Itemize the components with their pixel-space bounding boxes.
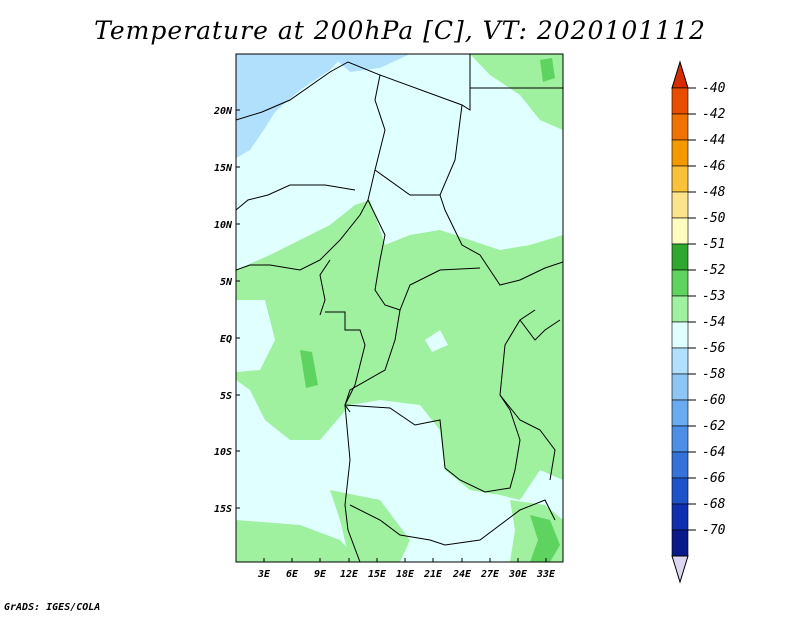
lat-label: 10N xyxy=(214,220,233,231)
field-pocket-center xyxy=(425,330,448,352)
colorbar-swatch xyxy=(671,191,689,219)
lon-label: 6E xyxy=(286,569,299,580)
temperature-field xyxy=(236,54,563,562)
latitude-ticks xyxy=(236,109,240,509)
colorbar-swatch xyxy=(671,113,689,141)
border-line xyxy=(349,499,556,546)
field-green-south xyxy=(330,490,410,562)
longitude-axis: 3E 6E 9E 12E 15E 18E 21E 24E 27E 30E 33E xyxy=(257,569,556,580)
colorbar-swatch xyxy=(671,503,689,531)
border-line xyxy=(379,54,471,111)
field-darkgreen-southeast xyxy=(530,515,560,562)
colorbar-label: -48 xyxy=(702,185,726,200)
lat-label: 20N xyxy=(213,106,233,117)
colorbar-swatch xyxy=(671,425,689,453)
colorbar-label: -51 xyxy=(702,237,725,252)
border-line xyxy=(499,394,556,481)
colorbar-swatch xyxy=(671,347,689,375)
field-darkgreen-west xyxy=(300,350,318,388)
lat-label: EQ xyxy=(220,334,232,345)
border-line xyxy=(439,104,563,286)
lat-label: 5N xyxy=(220,277,233,288)
lon-label: 3E xyxy=(257,569,271,580)
field-blue-northwest xyxy=(236,54,345,158)
colorbar-label: -58 xyxy=(702,367,726,382)
colorbar-swatch xyxy=(671,477,689,505)
border-line xyxy=(319,259,331,316)
colorbar-label: -53 xyxy=(702,289,725,304)
colorbar-label: -50 xyxy=(702,211,726,226)
colorbar-label: -64 xyxy=(702,445,725,460)
footer-credit: GrADS: IGES/COLA xyxy=(4,602,101,613)
colorbar-swatch xyxy=(671,243,689,271)
colorbar-label: -60 xyxy=(702,393,726,408)
latitude-axis: 20N 15N 10N 5N EQ 5S 10S 15S xyxy=(213,106,233,515)
lon-label: 18E xyxy=(396,569,415,580)
field-darkgreen-northeast xyxy=(540,58,555,82)
lon-label: 21E xyxy=(423,569,443,580)
field-green-northeast xyxy=(470,54,563,130)
border-line xyxy=(344,404,361,562)
lat-label: 10S xyxy=(214,447,232,458)
lon-label: 24E xyxy=(452,569,472,580)
colorbar-label: -70 xyxy=(702,523,726,538)
colorbar-label: -40 xyxy=(702,81,726,96)
field-green-central xyxy=(236,200,563,500)
colorbar-swatch xyxy=(671,321,689,349)
border-line xyxy=(367,199,481,311)
colorbar-label: -46 xyxy=(702,159,726,174)
colorbar-labels: -40 -42 -44 -46 -48 -50 -51 -52 -53 -54 … xyxy=(702,81,726,538)
lat-label: 15N xyxy=(214,163,233,174)
colorbar-label: -44 xyxy=(702,133,725,148)
colorbar-label: -56 xyxy=(702,341,726,356)
colorbar-swatch xyxy=(671,217,689,245)
colorbar xyxy=(671,60,696,584)
colorbar-swatch xyxy=(671,295,689,323)
colorbar-swatch xyxy=(671,165,689,193)
lon-label: 12E xyxy=(340,569,359,580)
map-title: Temperature at 200hPa [C], VT: 202010111… xyxy=(94,16,706,45)
colorbar-swatch xyxy=(671,399,689,427)
longitude-ticks xyxy=(263,558,547,562)
border-line xyxy=(519,319,561,341)
lon-label: 30E xyxy=(508,569,528,580)
field-green-southwest xyxy=(236,520,360,562)
field-blue-north xyxy=(330,54,410,72)
country-borders xyxy=(236,54,563,562)
border-line xyxy=(374,169,440,196)
colorbar-swatch xyxy=(671,373,689,401)
colorbar-swatch xyxy=(671,451,689,479)
colorbar-swatch xyxy=(671,529,689,557)
lat-label: 15S xyxy=(214,504,232,515)
colorbar-label: -62 xyxy=(702,419,726,434)
colorbar-swatch xyxy=(671,87,689,115)
border-line xyxy=(325,311,366,413)
colorbar-swatch xyxy=(671,139,689,167)
colorbar-cap-bottom xyxy=(671,555,689,584)
colorbar-cap-top xyxy=(671,60,689,89)
colorbar-label: -66 xyxy=(702,471,726,486)
lat-label: 5S xyxy=(220,391,232,402)
colorbar-label: -68 xyxy=(702,497,726,512)
map-frame xyxy=(235,53,564,563)
border-line xyxy=(236,184,356,211)
lon-label: 9E xyxy=(314,569,327,580)
colorbar-label: -42 xyxy=(702,107,726,122)
lon-label: 15E xyxy=(368,569,387,580)
colorbar-label: -52 xyxy=(702,263,726,278)
colorbar-swatch xyxy=(671,269,689,297)
lon-label: 27E xyxy=(480,569,500,580)
lon-label: 33E xyxy=(536,569,556,580)
field-pocket-west xyxy=(236,300,275,372)
colorbar-label: -54 xyxy=(702,315,725,330)
